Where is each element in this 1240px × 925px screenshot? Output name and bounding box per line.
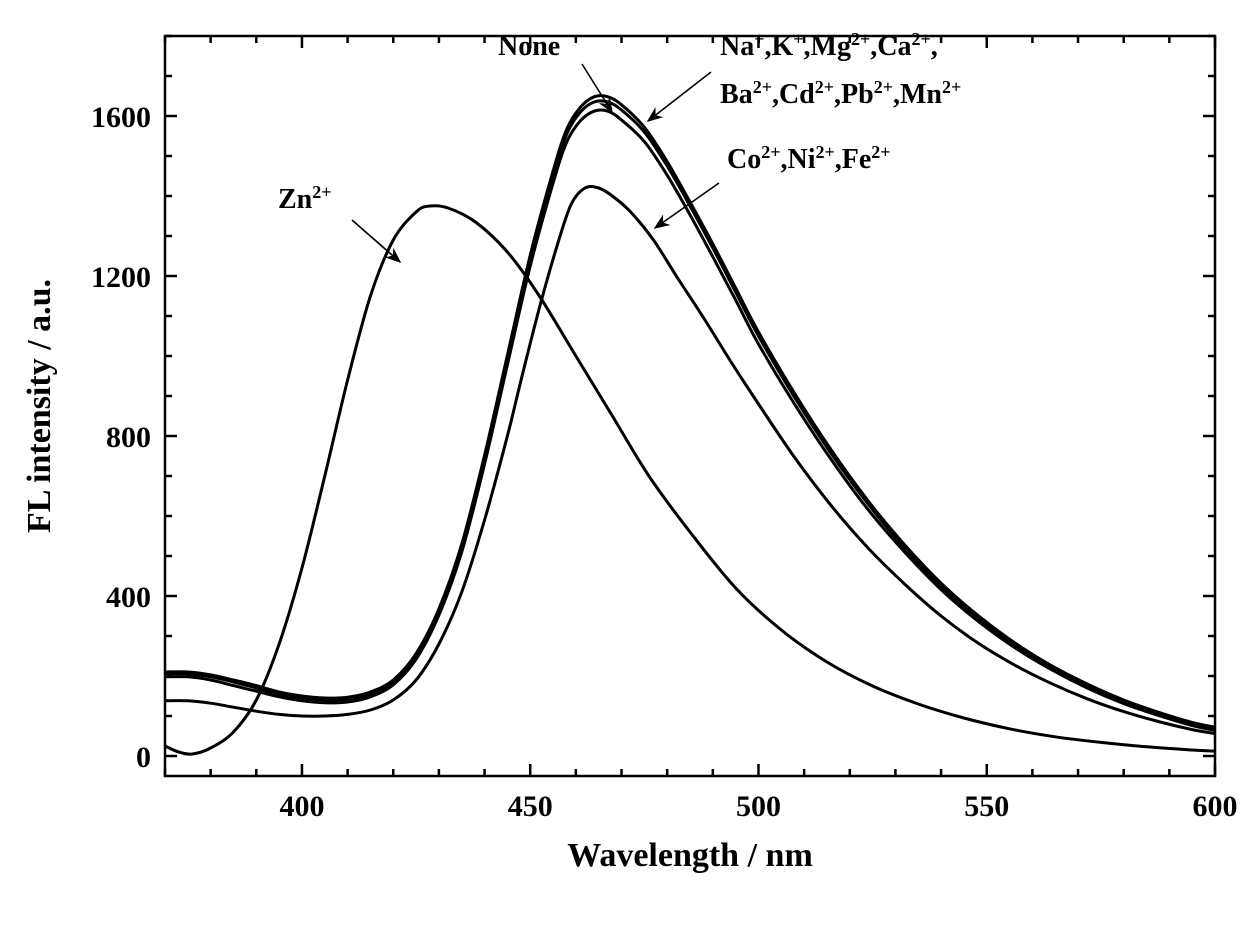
group2-line: Co2+,Ni2+,Fe2+ [727,142,891,175]
y-tick-label: 1200 [91,261,151,294]
y-tick-label: 0 [136,741,151,774]
x-axis-title: Wavelength / nm [567,837,813,874]
x-tick-label: 400 [279,790,324,823]
chart-container: 400 450 500 550 600 0 400 800 1200 1600 Wavelength… [0,0,1240,925]
y-tick-label: 1600 [91,101,151,134]
y-axis-title: FL intensity / a.u. [21,279,58,533]
y-tick-label: 800 [106,421,151,454]
x-tick-label: 450 [508,790,553,823]
none-label: None [498,31,560,62]
group1-line1: Na+,K+,Mg2+,Ca2+, [720,29,938,62]
x-tick-label: 550 [964,790,1009,823]
fluorescence-spectra-chart: 400 450 500 550 600 0 400 800 1200 1600 Wavelength… [0,0,1240,925]
y-tick-label: 400 [106,581,151,614]
x-tick-label: 500 [736,790,781,823]
x-tick-label: 600 [1193,790,1238,823]
